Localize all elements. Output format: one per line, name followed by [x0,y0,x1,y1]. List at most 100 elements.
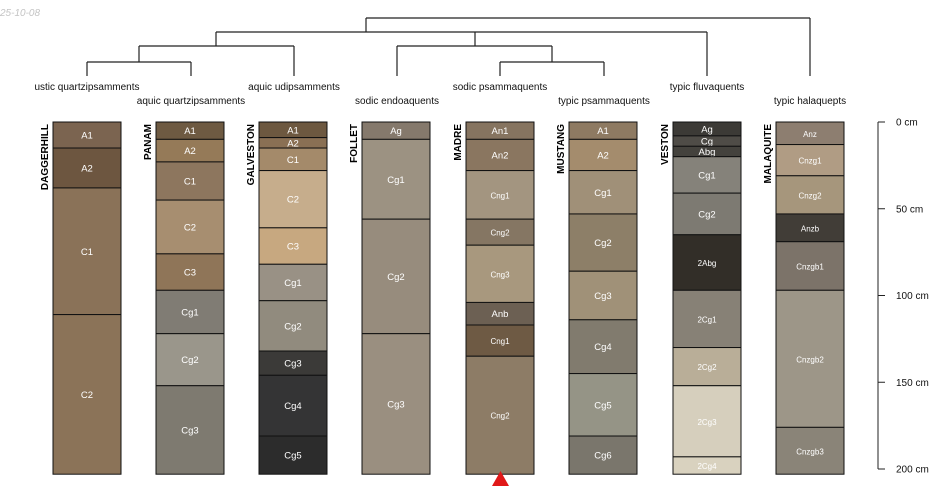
horizon-label: A2 [287,138,299,149]
horizon-label: 2Cg2 [697,363,717,372]
horizon-label: Cg3 [387,399,404,410]
axis-tick-label: 200 cm [896,465,929,476]
taxon-labels: ustic quartzipsamments aquic quartzipsam… [34,82,846,107]
horizon-label: Ag [701,124,713,135]
horizon-block [568,213,638,272]
horizon-label: Cg2 [181,355,198,366]
horizon-block [465,138,535,172]
profile-galveston: GALVESTON A1 A2 C1 C2 C3 Cg1 Cg2 Cg3 Cg4 Cg5 [246,121,328,475]
horizon-block [672,347,742,387]
horizon-label: 2Cg4 [697,462,717,471]
axis-tick-label: 100 cm [896,291,929,302]
horizon-label: Cnzgb3 [796,447,824,456]
horizon-label: 2Abg [698,259,717,268]
horizon-label: Cnzgb2 [796,355,824,364]
horizon-block [672,456,742,475]
horizon-label: Cg2 [387,272,404,283]
taxon-label: typic psammaquents [558,96,650,107]
horizon-label: Cg4 [594,342,611,353]
horizon-block [568,170,638,215]
profile-name: VESTON [660,124,671,165]
horizon-label: Cng1 [490,337,510,346]
horizon-label: Cg6 [594,451,611,462]
horizon-label: Cnzg2 [798,191,822,200]
horizon-block [672,234,742,291]
horizon-block [258,263,328,302]
horizon-label: Cg1 [284,278,301,289]
taxon-label: ustic quartzipsamments [34,82,139,93]
horizon-label: Cg5 [594,400,611,411]
profile-name: FOLLET [349,124,360,163]
profile-name: MADRE [453,124,464,161]
horizon-block [568,435,638,475]
horizon-block [775,213,845,243]
horizon-label: Cng3 [490,270,510,279]
horizon-label: Cng2 [490,412,510,421]
profile-panam: PANAM A1 A2 C1 C2 C3 Cg1 Cg2 Cg3 [143,121,225,475]
horizon-block [775,426,845,475]
axis-tick-label: 150 cm [896,378,929,389]
profile-name: MALAQUITE [763,124,774,184]
horizon-label: C3 [184,268,196,279]
horizon-block [155,289,225,335]
horizon-label: Cg [701,137,713,148]
horizon-label: An2 [492,150,509,161]
horizon-block [155,253,225,291]
horizon-label: 2Cg1 [697,315,717,324]
taxon-label: typic fluvaquents [670,82,745,93]
profile-name: MUSTANG [556,124,567,174]
horizon-label: C2 [184,222,196,233]
horizon-block [465,170,535,220]
horizon-label: An1 [492,126,509,137]
horizon-label: Cg2 [698,209,715,220]
horizon-label: Cg1 [698,170,715,181]
horizon-block [568,373,638,437]
profile-follet: FOLLET Ag Cg1 Cg2 Cg3 [349,121,431,475]
horizon-label: A1 [81,131,93,142]
horizon-label: Cng1 [490,191,510,200]
taxon-label: aquic quartzipsamments [137,96,245,107]
horizon-label: A2 [184,146,196,157]
dendrogram [86,17,811,76]
horizon-block [258,374,328,437]
horizon-block [672,385,742,458]
horizon-block [52,187,122,316]
horizon-label: Cg3 [284,359,301,370]
profile-name: DAGGERHILL [40,124,51,190]
profile-mustang: MUSTANG A1 A2 Cg1 Cg2 Cg3 Cg4 Cg5 Cg6 [556,121,638,475]
horizon-label: Cnzgb1 [796,263,824,272]
horizon-block [465,218,535,246]
horizon-label: A1 [184,126,196,137]
horizon-block [155,385,225,475]
horizon-block [775,175,845,215]
horizon-block [465,244,535,303]
horizon-label: Cg1 [387,175,404,186]
axis-tick-label: 50 cm [896,204,923,215]
horizon-block [568,319,638,375]
horizon-block [155,333,225,387]
horizon-label: Cg3 [181,425,198,436]
horizon-label: Anzb [801,224,820,233]
taxon-label: aquic udipsamments [248,82,340,93]
profile-name: PANAM [143,124,154,160]
horizon-block [258,170,328,229]
horizon-label: Cg1 [181,307,198,318]
horizon-label: A1 [597,126,609,137]
horizon-block [568,270,638,321]
profile-name: GALVESTON [246,124,257,185]
selected-profile-marker [492,471,509,486]
profile-madre: MADRE An1 An2 Cng1 Cng2 Cng3 Anb Cng1 Cng2 [453,121,535,475]
horizon-label: Ag [390,126,402,137]
horizon-label: A2 [81,163,93,174]
date-stamp: 25-10-08 [0,8,41,19]
horizon-block [155,161,225,201]
horizon-label: Cng2 [490,229,510,238]
horizon-label: Cg1 [594,188,611,199]
horizon-block [361,333,431,475]
horizon-label: Cg3 [594,291,611,302]
horizon-label: Cnzg1 [798,157,822,166]
profile-daggerhill: DAGGERHILL A1 A2 C1 C2 [40,121,122,475]
depth-axis: 0 cm 50 cm 100 cm 150 cm 200 cm [877,118,929,476]
